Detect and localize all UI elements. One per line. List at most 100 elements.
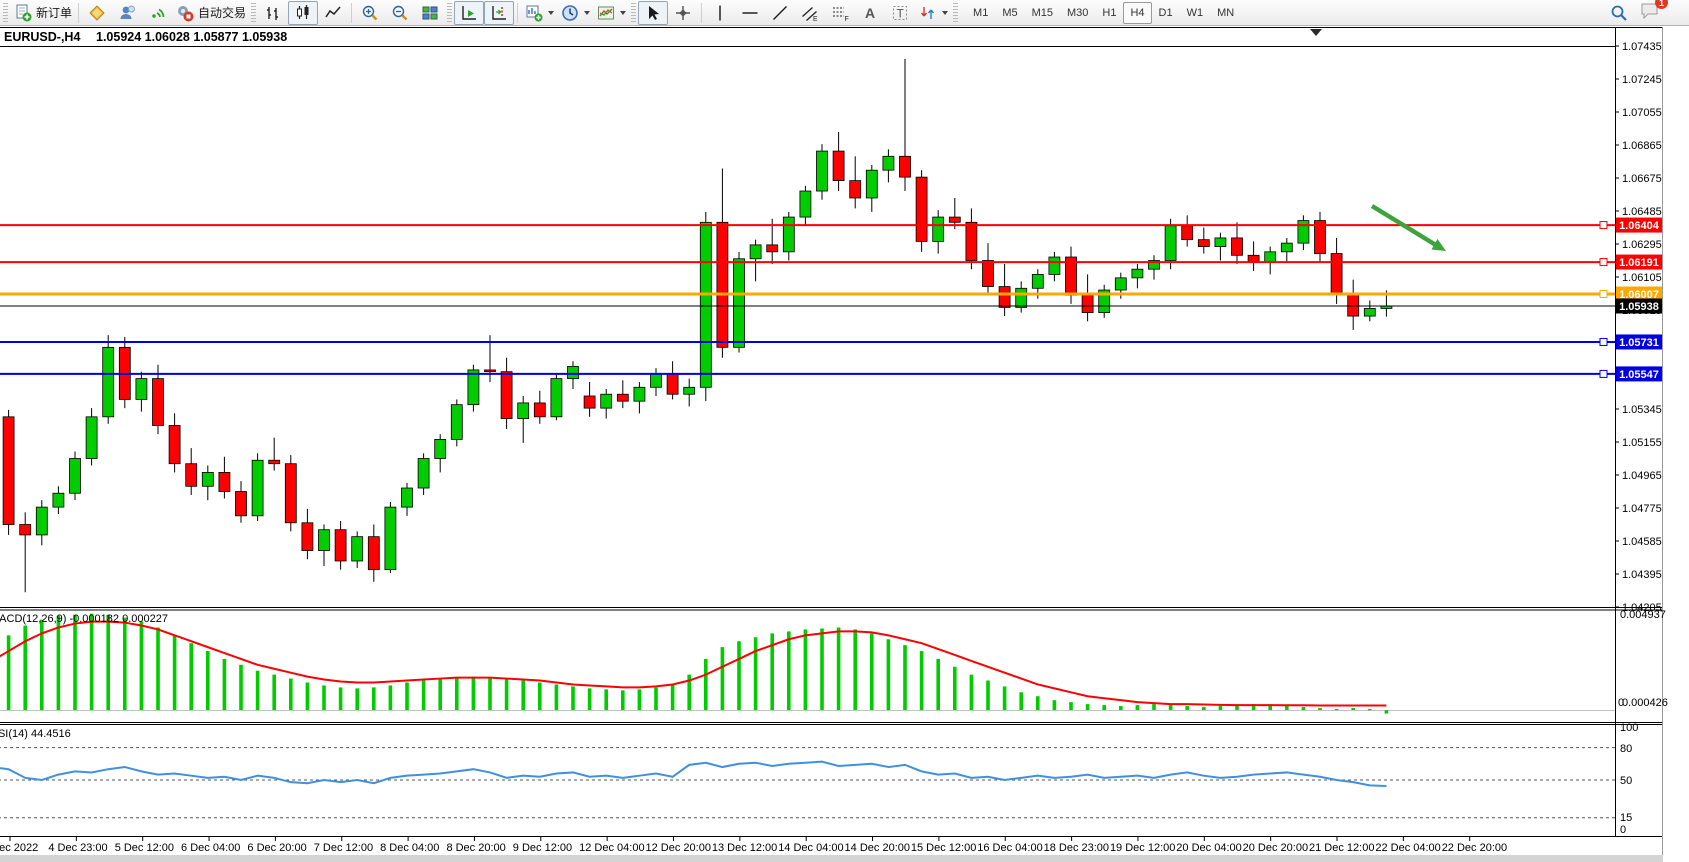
label-tool-button[interactable]: T (885, 1, 915, 25)
price-line-handle[interactable] (1599, 221, 1608, 230)
time-axis[interactable]: 2 Dec 2022 4 Dec 23:00 5 Dec 12:00 6 Dec 04… (0, 837, 1507, 854)
auto-scroll-button[interactable] (454, 0, 485, 25)
tile-windows-icon (422, 6, 438, 19)
time-label: 5 Dec 12:00 (115, 842, 174, 854)
candle (517, 395, 530, 443)
macd-bar (670, 684, 675, 710)
macd-bar (189, 643, 193, 710)
text-label-icon: T (893, 5, 908, 20)
time-label: 18 Dec 23:00 (1044, 842, 1109, 854)
toolbar-grip[interactable] (251, 2, 257, 23)
price-line-handle[interactable] (1599, 290, 1608, 299)
candlestick-mode-button[interactable] (288, 0, 319, 25)
macd-bar (23, 625, 27, 710)
price-tick-label: 1.07055 (1622, 107, 1662, 119)
new-chart-button[interactable] (521, 1, 557, 25)
macd-bar (587, 688, 592, 710)
toolbar-grip[interactable] (447, 2, 453, 23)
price-tick-label: 1.07435 (1622, 41, 1662, 53)
price-badge (1616, 334, 1662, 350)
macd-bar (919, 651, 924, 710)
macd-bar (720, 647, 725, 710)
timeframe-m1-button[interactable]: M1 (973, 6, 989, 19)
crosshair-tool-button[interactable] (668, 1, 698, 25)
chart-shift-marker-icon[interactable] (1310, 29, 1322, 36)
timeframe-w1-button[interactable]: W1 (1186, 6, 1204, 19)
price-line-handle[interactable] (1599, 258, 1608, 267)
macd-bar (73, 614, 77, 710)
chart-area[interactable]: 1.07435 1.07245 1.07055 1.06865 1.06675 1.064… (0, 26, 1689, 862)
timeframe-mn-button[interactable]: MN (1217, 6, 1235, 19)
toolbar-separator (701, 2, 703, 23)
price-line-handle[interactable] (1599, 337, 1608, 346)
horizontal-price-lines[interactable]: 1.06404 1.06191 1.06007 1.05731 1.05547 1.059… (0, 217, 1662, 382)
auto-trading-button[interactable]: 自动交易 (172, 1, 249, 25)
trendline-tool-button[interactable] (765, 1, 795, 25)
bar-chart-mode-button[interactable] (258, 1, 288, 25)
cursor-tool-button[interactable] (638, 0, 669, 25)
profile-button[interactable] (112, 1, 142, 25)
candle (467, 364, 480, 412)
macd-bar (571, 686, 575, 710)
timeframe-h4-button[interactable]: H4 (1123, 1, 1152, 24)
chart-shift-button[interactable] (484, 0, 515, 25)
macd-bar (1085, 704, 1090, 710)
toolbar-grip[interactable] (631, 2, 637, 23)
macd-bar (1019, 692, 1023, 710)
toolbar-grip[interactable] (953, 2, 959, 23)
timeframe-m15-button[interactable]: M15 (1031, 6, 1053, 19)
candle (450, 399, 463, 447)
macd-bar (870, 633, 874, 710)
trend-arrow-annotation[interactable] (1370, 204, 1446, 251)
toolbar-separator (351, 2, 353, 23)
candle (1231, 222, 1243, 264)
arrows-tool-button[interactable] (915, 1, 951, 25)
candle (1048, 251, 1061, 282)
macd-bar (820, 628, 824, 710)
horizontal-line-icon (742, 11, 758, 14)
line-chart-mode-button[interactable] (318, 1, 348, 25)
macd-bar (1119, 706, 1123, 710)
candle (268, 437, 281, 471)
chart-window-frame (0, 27, 1663, 862)
zoom-out-button[interactable] (385, 1, 415, 25)
text-tool-button[interactable]: A (855, 1, 885, 25)
candle (367, 524, 380, 582)
fibonacci-tool-button[interactable]: F (825, 1, 855, 25)
candle (683, 378, 696, 407)
notifications-button[interactable]: 1 (1639, 0, 1668, 25)
macd-bar (836, 627, 841, 710)
macd-bar (56, 615, 61, 710)
macd-bar (239, 664, 243, 710)
candle (1181, 215, 1194, 247)
charts-button[interactable] (82, 1, 112, 25)
macd-bar (388, 685, 393, 710)
candle (782, 211, 795, 261)
channel-tool-button[interactable]: E (795, 1, 825, 25)
timeframe-m5-button[interactable]: M5 (1002, 6, 1018, 19)
toolbar-separator (517, 2, 519, 23)
search-icon[interactable] (1609, 3, 1629, 23)
price-axis[interactable]: 1.07435 1.07245 1.07055 1.06865 1.06675 1.064… (1615, 41, 1662, 614)
tile-windows-button[interactable] (415, 1, 445, 25)
macd-bar (405, 682, 409, 710)
chevron-down-icon (942, 10, 949, 15)
price-line-handle[interactable] (1599, 369, 1608, 378)
price-badge (1616, 286, 1662, 302)
templates-button[interactable] (593, 1, 629, 25)
vertical-line-tool-button[interactable] (705, 1, 735, 25)
toolbar-grip[interactable] (3, 2, 8, 23)
horizontal-scrollbar[interactable] (0, 855, 1663, 862)
time-label: 14 Dec 04:00 (778, 842, 843, 854)
timeframe-m30-button[interactable]: M30 (1067, 6, 1089, 19)
timeframe-h1-button[interactable]: H1 (1102, 6, 1117, 19)
zoom-in-button[interactable] (355, 1, 385, 25)
candle (567, 361, 579, 390)
periods-button[interactable] (557, 1, 593, 25)
signal-button[interactable] (142, 1, 172, 25)
timeframe-d1-button[interactable]: D1 (1158, 6, 1173, 19)
horizontal-line-tool-button[interactable] (735, 1, 765, 25)
new-order-button[interactable]: 新订单 (10, 1, 75, 25)
candle (899, 59, 911, 192)
